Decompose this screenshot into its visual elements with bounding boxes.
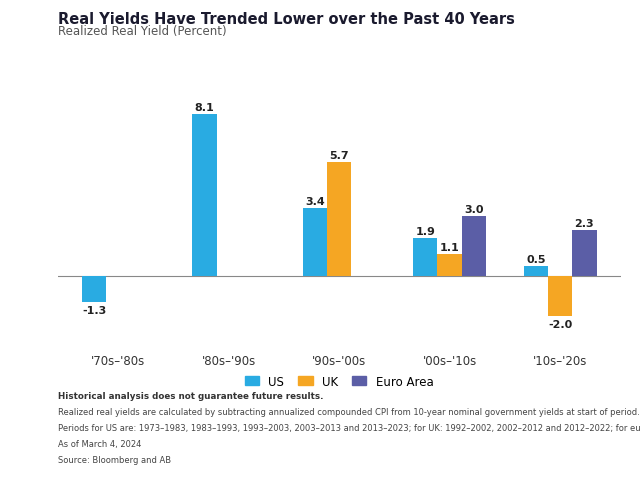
Text: 2.3: 2.3: [575, 218, 594, 228]
Bar: [82, 276, 106, 302]
Bar: [438, 255, 462, 276]
Bar: [572, 231, 596, 276]
Text: Source: Bloomberg and AB: Source: Bloomberg and AB: [58, 455, 171, 464]
Text: 3.4: 3.4: [305, 197, 324, 206]
Legend: US, UK, Euro Area: US, UK, Euro Area: [240, 370, 438, 393]
Text: As of March 4, 2024: As of March 4, 2024: [58, 439, 141, 448]
Text: 5.7: 5.7: [330, 151, 349, 161]
Bar: [524, 267, 548, 276]
Bar: [303, 209, 327, 276]
Bar: [327, 163, 351, 276]
Bar: [548, 276, 572, 316]
Bar: [413, 239, 438, 276]
Text: 1.9: 1.9: [415, 226, 435, 236]
Text: Periods for US are: 1973–1983, 1983–1993, 1993–2003, 2003–2013 and 2013–2023; fo: Periods for US are: 1973–1983, 1983–1993…: [58, 423, 640, 432]
Bar: [462, 217, 486, 276]
Text: Historical analysis does not guarantee future results.: Historical analysis does not guarantee f…: [58, 391, 323, 400]
Text: 1.1: 1.1: [440, 242, 460, 252]
Text: 3.0: 3.0: [464, 204, 484, 214]
Text: Realized real yields are calculated by subtracting annualized compounded CPI fro: Realized real yields are calculated by s…: [58, 407, 640, 416]
Text: -1.3: -1.3: [82, 306, 106, 316]
Text: 0.5: 0.5: [526, 254, 545, 264]
Text: 8.1: 8.1: [195, 103, 214, 113]
Text: Real Yields Have Trended Lower over the Past 40 Years: Real Yields Have Trended Lower over the …: [58, 12, 515, 27]
Text: -2.0: -2.0: [548, 320, 572, 330]
Bar: [193, 115, 216, 276]
Text: Realized Real Yield (Percent): Realized Real Yield (Percent): [58, 25, 226, 38]
